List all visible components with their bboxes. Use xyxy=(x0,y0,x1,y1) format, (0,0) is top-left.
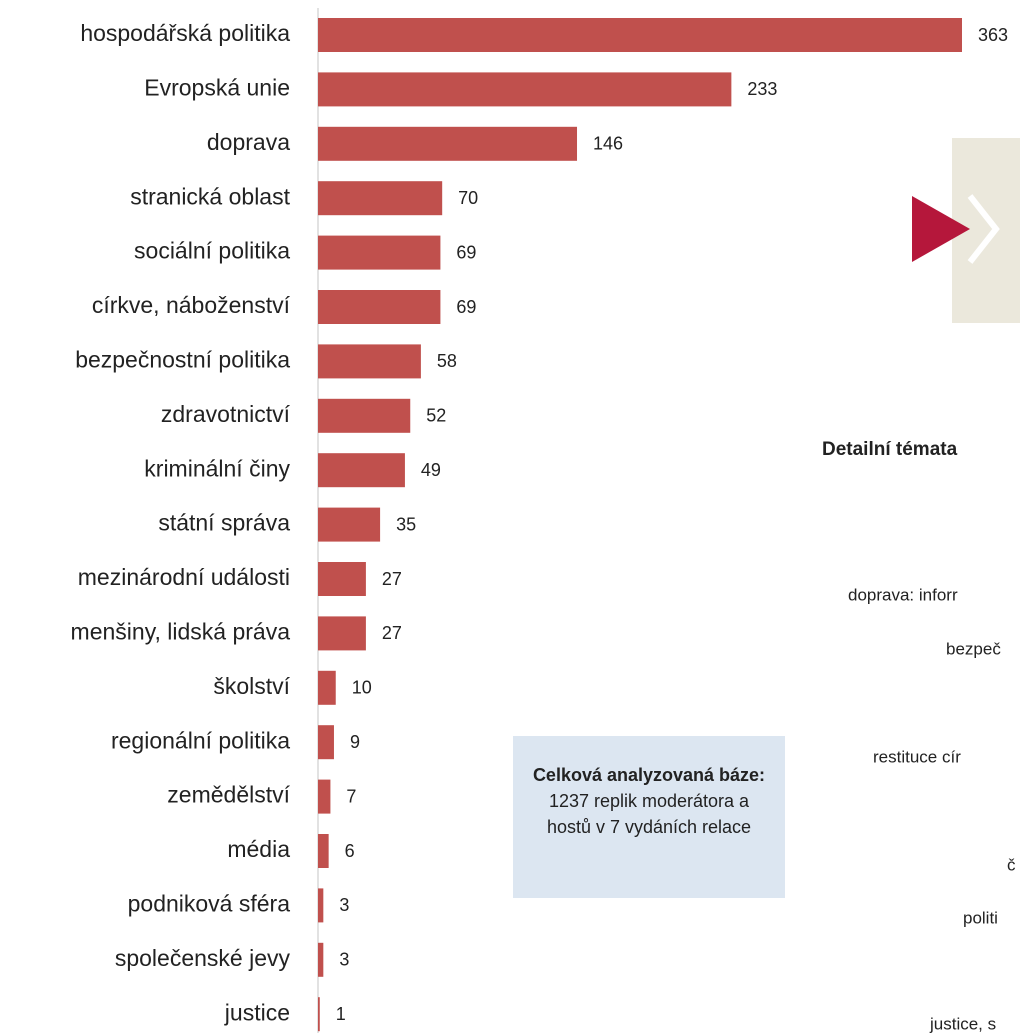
category-label: zdravotnictví xyxy=(161,401,291,427)
category-label: zemědělství xyxy=(167,782,290,808)
category-label: církve, náboženství xyxy=(92,292,291,318)
bar xyxy=(318,507,381,542)
value-label: 3 xyxy=(339,950,349,970)
value-label: 9 xyxy=(350,732,360,752)
value-label: 6 xyxy=(345,841,355,861)
value-label: 52 xyxy=(426,406,446,426)
value-label: 69 xyxy=(456,242,476,262)
bar xyxy=(318,616,366,651)
side-item: doprava: inforr xyxy=(848,585,958,604)
bar xyxy=(318,72,732,107)
bar xyxy=(318,398,411,433)
category-label: menšiny, lidská práva xyxy=(71,618,291,644)
value-label: 70 xyxy=(458,188,478,208)
category-label: kriminální činy xyxy=(144,455,290,481)
category-label: Evropská unie xyxy=(144,74,290,100)
value-label: 233 xyxy=(747,79,777,99)
category-label: média xyxy=(227,836,290,862)
value-label: 3 xyxy=(339,895,349,915)
info-text: 1237 replik moderátora a hostů v 7 vydán… xyxy=(546,791,752,837)
bar xyxy=(318,562,366,596)
arrow xyxy=(912,196,970,262)
info-box: Celková analyzovaná báze: 1237 replik mo… xyxy=(513,736,785,898)
value-label: 363 xyxy=(978,25,1008,45)
category-label: podniková sféra xyxy=(128,890,291,916)
category-label: stranická oblast xyxy=(130,183,290,209)
value-label: 27 xyxy=(382,623,402,643)
category-label: společenské jevy xyxy=(115,945,291,971)
bar xyxy=(318,235,441,270)
category-label: doprava xyxy=(207,129,290,155)
category-label: školství xyxy=(213,673,290,699)
value-label: 49 xyxy=(421,460,441,480)
info-bold: Celková analyzovaná báze: xyxy=(532,765,766,785)
bar xyxy=(318,725,334,760)
value-label: 10 xyxy=(352,678,372,698)
value-label: 146 xyxy=(593,134,623,154)
side-item: bezpeč xyxy=(946,639,1001,658)
value-label: 69 xyxy=(456,297,476,317)
side-item: č xyxy=(1007,855,1016,874)
bar xyxy=(318,18,962,52)
bar xyxy=(318,942,324,977)
bar xyxy=(318,834,329,868)
side-item: politi xyxy=(963,908,998,927)
category-label: hospodářská politika xyxy=(80,20,290,46)
bar xyxy=(318,997,320,1032)
value-label: 27 xyxy=(382,569,402,589)
side-title: Detailní témata xyxy=(822,439,958,460)
category-label: mezinárodní události xyxy=(78,564,290,590)
bar xyxy=(318,670,336,705)
category-label: justice xyxy=(224,999,290,1025)
side-item: restituce cír xyxy=(873,747,961,766)
bar xyxy=(318,888,324,923)
arrow-edge xyxy=(967,194,1000,264)
bar xyxy=(318,290,441,324)
category-label: regionální politika xyxy=(111,727,290,753)
bar xyxy=(318,181,443,216)
category-label: bezpečnostní politika xyxy=(75,346,290,372)
value-label: 35 xyxy=(396,514,416,534)
value-label: 1 xyxy=(336,1004,346,1024)
category-label: sociální politika xyxy=(134,238,290,264)
bar xyxy=(318,453,405,488)
category-label: státní správa xyxy=(158,510,290,536)
side-item: justice, s xyxy=(929,1014,996,1033)
value-label: 7 xyxy=(346,786,356,806)
bar xyxy=(318,344,421,379)
bar xyxy=(318,126,578,161)
value-label: 58 xyxy=(437,351,457,371)
bar xyxy=(318,779,331,814)
